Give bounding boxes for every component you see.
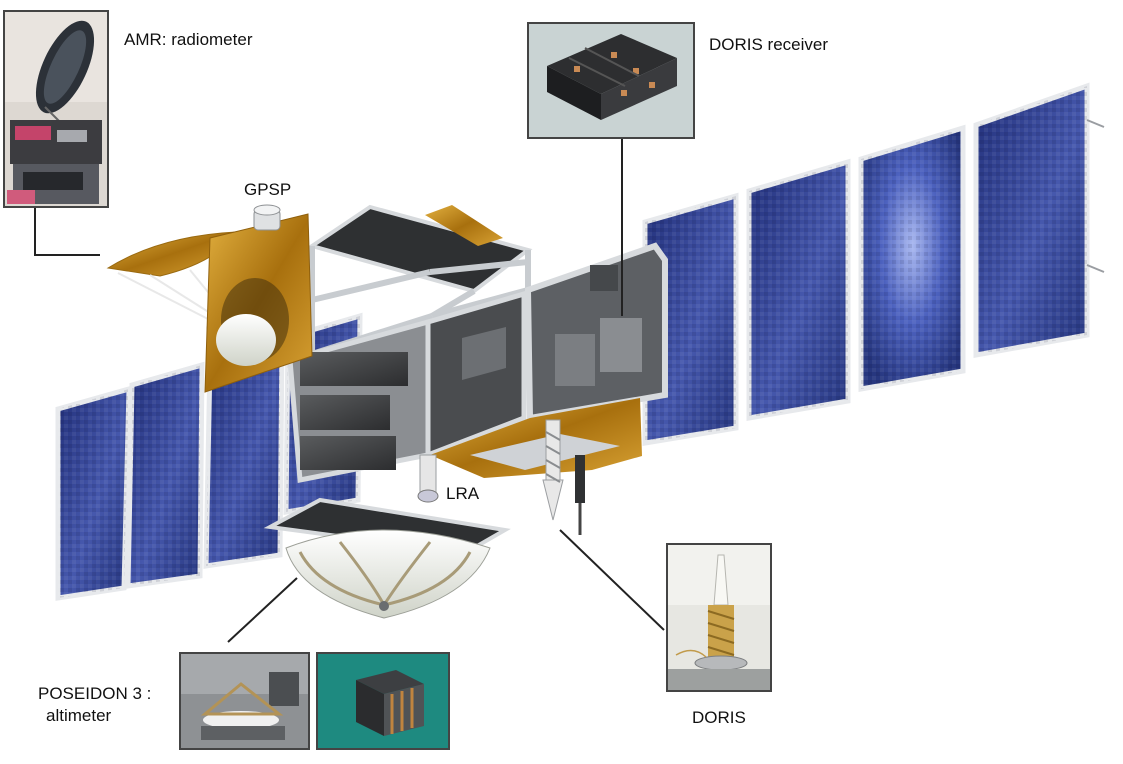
poseidon-photo-1-image <box>181 654 308 748</box>
doris-antenna-photo-image <box>668 545 770 690</box>
doris-receiver-photo <box>527 22 695 139</box>
leader-lines <box>34 138 665 643</box>
amr-photo-image <box>5 12 107 206</box>
gold-radiometer-box <box>204 213 313 393</box>
label-gpsp: GPSP <box>244 180 292 199</box>
poseidon-photo-2-image <box>318 654 448 748</box>
doris-receiver-photo-image <box>529 24 693 137</box>
label-amr-radiometer: AMR: radiometer <box>124 30 253 49</box>
right-array-hinges <box>1086 119 1105 273</box>
gold-foil-platform <box>430 398 642 478</box>
poseidon-photo-1 <box>179 652 310 750</box>
doris-antenna <box>542 419 585 535</box>
right-solar-array <box>642 82 1090 446</box>
amr-photo <box>3 10 109 208</box>
label-doris: DORIS <box>692 708 746 727</box>
poseidon-altimeter <box>263 497 511 619</box>
top-deck <box>307 204 533 294</box>
bus-body <box>287 290 527 483</box>
label-poseidon-line1: POSEIDON 3 : <box>38 684 152 703</box>
doris-antenna-photo <box>666 543 772 692</box>
lra-retroreflector <box>417 454 439 503</box>
gpsp-antenna <box>253 204 281 231</box>
label-poseidon-line2: altimeter <box>46 706 112 725</box>
label-lra: LRA <box>446 484 480 503</box>
poseidon-photo-2 <box>316 652 450 750</box>
label-doris-receiver: DORIS receiver <box>709 35 829 54</box>
equipment-compartment <box>524 242 668 422</box>
